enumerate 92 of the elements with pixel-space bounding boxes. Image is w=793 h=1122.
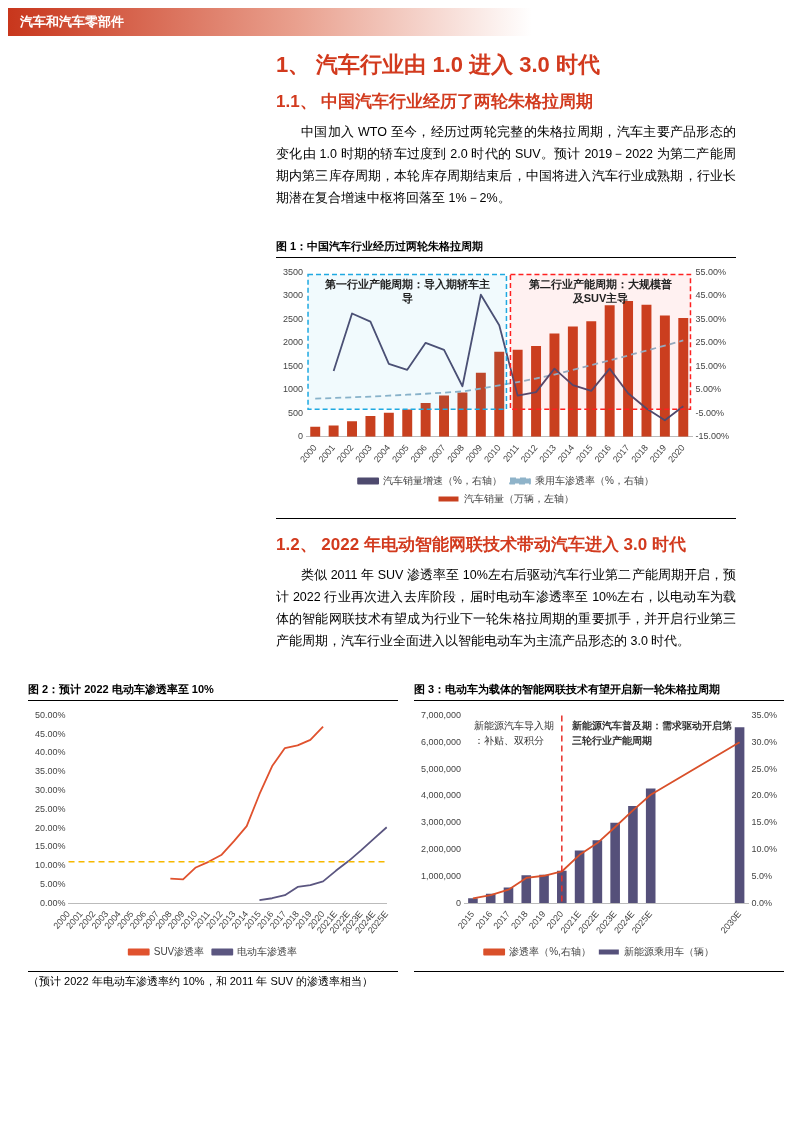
chart-title: 图 1：中国汽车行业经历过两轮朱格拉周期 bbox=[276, 239, 736, 258]
band-label: 第一行业产能周期：导入期轿车主导 bbox=[323, 277, 490, 304]
bar bbox=[592, 840, 603, 904]
y2-tick-label: 10.0% bbox=[751, 843, 778, 854]
bar bbox=[365, 416, 376, 437]
y-tick-label: 2500 bbox=[282, 313, 304, 324]
bar bbox=[678, 317, 689, 437]
y-tick-label: 20.00% bbox=[34, 822, 66, 833]
y-tick-label: 45.00% bbox=[34, 728, 66, 739]
chart-title: 图 2：预计 2022 电动车渗透率至 10% bbox=[28, 682, 398, 701]
y-tick-label: 3500 bbox=[282, 266, 304, 277]
y2-tick-label: 25.0% bbox=[751, 763, 778, 774]
y2-tick-label: 45.00% bbox=[695, 290, 727, 301]
text: 中国加入 WTO 至今，经历过两轮完整的朱格拉周期，汽车主要产品形态的变化由 1.0 时期的轿车过度到 2.0 时代的 SUV。预计 2019－2022 为第二产能周期内第三库存周期，本轮库存周期结束后，中国将进入汽车行业成熟期，行业长期潜在复合增速中枢将回落至 1%－2%。 bbox=[276, 124, 736, 207]
legend-label: 新能源乘用车（辆） bbox=[623, 945, 714, 957]
y-tick-label: 1,000,000 bbox=[420, 870, 462, 881]
y-tick-label: 30.00% bbox=[34, 784, 66, 795]
bar bbox=[512, 349, 523, 437]
y-tick-label: 1500 bbox=[282, 360, 304, 371]
text: （预计 2022 年电动车渗透率约 10%，和 2011 年 SUV 的渗透率相当） bbox=[28, 974, 375, 989]
text: 1.2、 2022 年电动智能网联技术带动汽车进入 3.0 时代 bbox=[276, 534, 687, 556]
y2-tick-label: 35.0% bbox=[751, 709, 778, 720]
annotation: 新能源汽车普及期：需求驱动开启第三轮行业产能周期 bbox=[570, 720, 732, 747]
y2-tick-label: 15.0% bbox=[751, 817, 778, 828]
text: 1.1、 中国汽车行业经历了两轮朱格拉周期 bbox=[276, 91, 595, 113]
bar bbox=[347, 421, 357, 437]
bar bbox=[549, 333, 560, 437]
text: 类似 2011 年 SUV 渗透率至 10%左右后驱动汽车行业第二产能周期开启，预计 2022 行业再次进入去库阶段，届时电动车渗透率至 10%左右，以电动车为载体的智能网联技术有望成为行业下一轮朱格拉周期的重要抓手，并开启行业第三产能周期，汽车行业全面进入以智能电动车为主流产品形态的 3.0 时代。 bbox=[276, 567, 736, 650]
bar bbox=[628, 806, 638, 904]
bar bbox=[475, 372, 486, 437]
y-tick-label: 50.00% bbox=[34, 709, 66, 720]
y2-tick-label: -15.00% bbox=[695, 431, 730, 442]
bar bbox=[328, 425, 339, 437]
text: 汽车和汽车零部件 bbox=[8, 8, 532, 36]
bar bbox=[420, 402, 431, 437]
y-tick-label: 5.00% bbox=[39, 878, 66, 889]
y-tick-label: 35.00% bbox=[34, 766, 66, 777]
y2-tick-label: 55.00% bbox=[695, 266, 727, 277]
legend-label: 汽车销量增速（%，右轴） bbox=[383, 474, 503, 486]
y-tick-label: 2,000,000 bbox=[420, 843, 462, 854]
bar bbox=[310, 426, 321, 437]
y-tick-label: 4,000,000 bbox=[420, 790, 462, 801]
y2-tick-label: 35.00% bbox=[695, 313, 727, 324]
text: 1、 汽车行业由 1.0 进入 3.0 时代 bbox=[276, 51, 601, 79]
y-tick-label: 5,000,000 bbox=[420, 763, 462, 774]
y-tick-label: 25.00% bbox=[34, 803, 66, 814]
y2-tick-label: 0.0% bbox=[751, 897, 772, 908]
bar bbox=[457, 392, 468, 437]
y-tick-label: 10.00% bbox=[34, 860, 66, 871]
legend-label: 乘用车渗透率（%，右轴） bbox=[535, 474, 654, 486]
annotation: 新能源汽车导入期：补贴、双积分 bbox=[474, 720, 555, 747]
y2-tick-label: 25.00% bbox=[695, 337, 727, 348]
band-label: 第二行业产能周期：大规模普及SUV主导 bbox=[527, 277, 672, 304]
y2-tick-label: -5.00% bbox=[695, 407, 725, 418]
line-series bbox=[314, 339, 685, 400]
bar bbox=[402, 409, 413, 437]
y-tick-label: 500 bbox=[287, 407, 304, 418]
bar bbox=[521, 875, 532, 904]
legend-label: 渗透率（%,右轴） bbox=[509, 945, 591, 957]
bar bbox=[383, 412, 394, 437]
chart-title: 图 3：电动车为载体的智能网联技术有望开启新一轮朱格拉周期 bbox=[414, 682, 784, 701]
bar bbox=[586, 321, 597, 437]
y-tick-label: 0.00% bbox=[39, 897, 66, 908]
y2-tick-label: 20.0% bbox=[751, 790, 778, 801]
y-tick-label: 0 bbox=[456, 897, 462, 908]
y-tick-label: 6,000,000 bbox=[420, 736, 462, 747]
y2-tick-label: 30.0% bbox=[751, 736, 778, 747]
y2-tick-label: 5.0% bbox=[751, 870, 772, 881]
y-tick-label: 3,000,000 bbox=[420, 817, 462, 828]
bar bbox=[610, 822, 620, 904]
y-tick-label: 7,000,000 bbox=[420, 709, 462, 720]
legend-label: SUV渗透率 bbox=[153, 945, 205, 957]
bar bbox=[539, 874, 549, 904]
bar bbox=[604, 305, 615, 437]
y-tick-label: 0 bbox=[298, 431, 304, 442]
y-tick-label: 2000 bbox=[282, 337, 304, 348]
bar bbox=[531, 346, 542, 437]
y-tick-label: 40.00% bbox=[34, 747, 66, 758]
bar bbox=[645, 788, 656, 904]
bar bbox=[494, 351, 505, 437]
bar bbox=[439, 395, 450, 437]
y2-tick-label: 15.00% bbox=[695, 360, 727, 371]
legend-label: 电动车渗透率 bbox=[237, 945, 298, 957]
y-tick-label: 1000 bbox=[282, 384, 304, 395]
legend-label: 汽车销量（万辆，左轴） bbox=[463, 492, 574, 504]
bar bbox=[567, 326, 578, 437]
y-tick-label: 3000 bbox=[282, 290, 304, 301]
bar bbox=[734, 727, 745, 904]
y2-tick-label: 5.00% bbox=[695, 384, 722, 395]
y-tick-label: 15.00% bbox=[34, 841, 66, 852]
bar bbox=[659, 315, 670, 437]
bar bbox=[468, 898, 478, 904]
